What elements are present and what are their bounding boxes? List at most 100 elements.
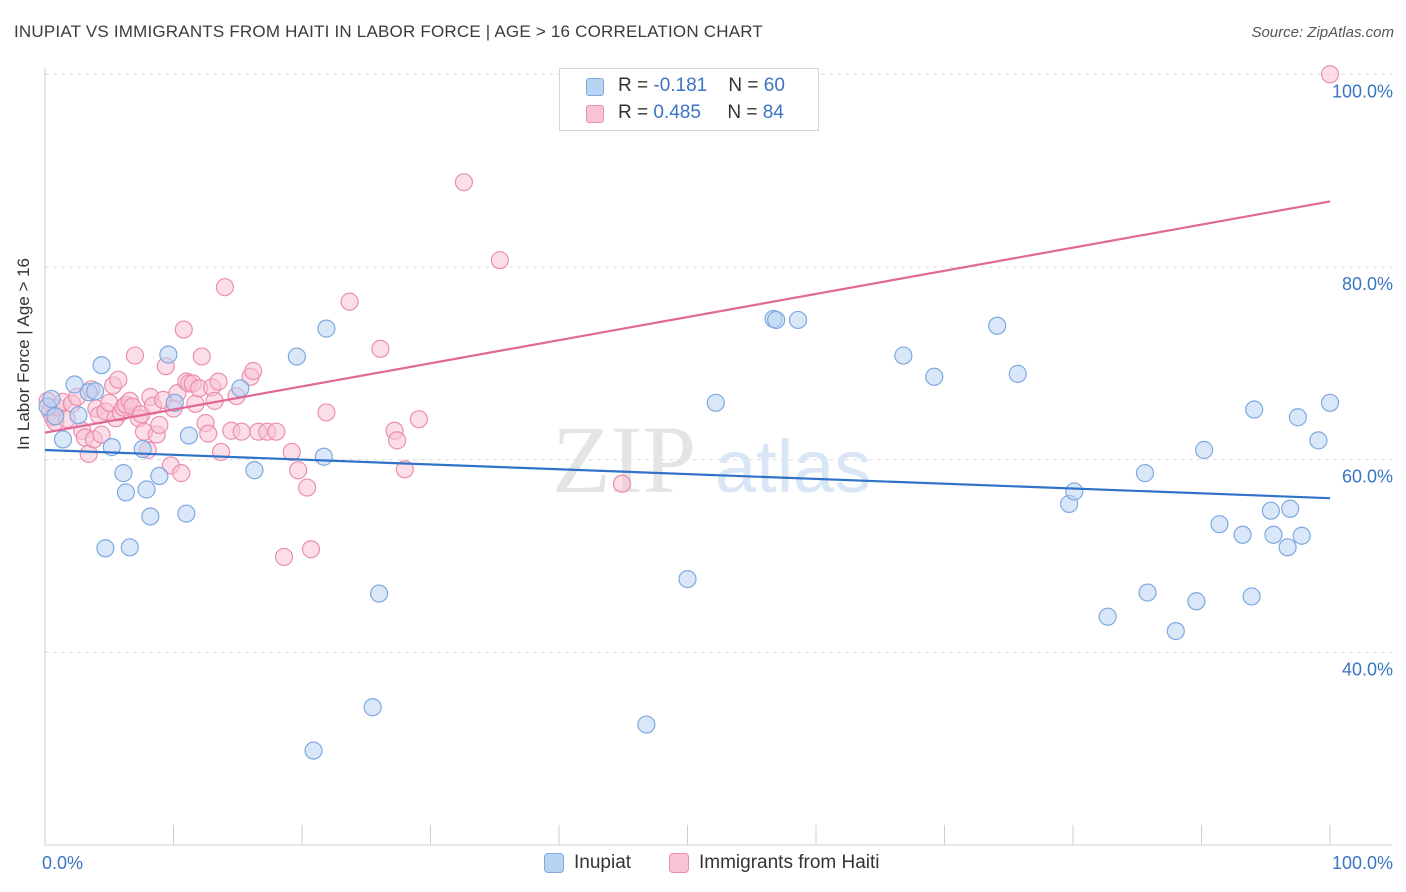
bottom-legend-label-inupiat: Inupiat bbox=[574, 852, 632, 873]
point-inupiat bbox=[1135, 464, 1155, 483]
point-inupiat bbox=[1008, 364, 1027, 383]
point-inupiat bbox=[370, 584, 389, 603]
y-tick-label: 60.0% bbox=[1342, 467, 1393, 487]
point-inupiat bbox=[177, 504, 196, 523]
point-inupiat bbox=[1264, 525, 1283, 544]
watermark-atlas: atlas bbox=[715, 425, 871, 508]
point-inupiat bbox=[1166, 622, 1185, 641]
point-inupiat bbox=[231, 379, 250, 398]
point-haiti bbox=[289, 461, 308, 480]
chart-source: Source: ZipAtlas.com bbox=[1251, 24, 1394, 41]
point-haiti bbox=[244, 361, 263, 381]
point-inupiat bbox=[706, 393, 725, 412]
point-haiti bbox=[150, 415, 169, 435]
point-inupiat bbox=[637, 715, 656, 734]
legend-r-label: R = bbox=[618, 75, 654, 96]
point-inupiat bbox=[65, 375, 84, 394]
point-haiti bbox=[301, 540, 321, 559]
point-inupiat bbox=[314, 447, 333, 466]
point-inupiat bbox=[53, 430, 73, 449]
point-inupiat bbox=[894, 346, 913, 365]
legend-n-value-inupiat: 60 bbox=[763, 75, 785, 96]
point-inupiat bbox=[1278, 538, 1297, 557]
point-haiti bbox=[317, 403, 336, 422]
tick-labels: 100.0% 80.0% 60.0% 40.0% 0.0% 100.0% bbox=[42, 81, 1393, 873]
point-inupiat bbox=[1233, 525, 1252, 544]
point-inupiat bbox=[96, 539, 115, 558]
point-inupiat bbox=[133, 439, 152, 459]
point-haiti bbox=[298, 478, 317, 497]
point-inupiat bbox=[988, 316, 1007, 335]
point-inupiat bbox=[1292, 526, 1311, 545]
point-inupiat bbox=[1194, 440, 1214, 460]
point-haiti bbox=[232, 422, 251, 441]
point-haiti bbox=[267, 422, 286, 441]
point-inupiat bbox=[1138, 583, 1157, 602]
point-haiti bbox=[274, 547, 294, 567]
legend-swatch-inupiat bbox=[586, 78, 604, 96]
y-tick-label: 40.0% bbox=[1342, 659, 1393, 679]
point-inupiat bbox=[678, 569, 697, 589]
point-inupiat bbox=[159, 345, 178, 364]
point-inupiat bbox=[69, 406, 88, 425]
x-tick-label: 0.0% bbox=[42, 853, 83, 873]
y-tick-label: 80.0% bbox=[1342, 274, 1393, 294]
bottom-legend-swatch-haiti bbox=[669, 853, 689, 873]
point-inupiat bbox=[287, 347, 306, 366]
point-inupiat bbox=[116, 483, 136, 502]
point-haiti bbox=[215, 278, 234, 297]
point-inupiat bbox=[46, 407, 65, 426]
point-inupiat bbox=[925, 367, 944, 386]
point-inupiat bbox=[1261, 501, 1280, 520]
watermark-zip: ZIP bbox=[552, 406, 696, 513]
x-tick-label: 100.0% bbox=[1332, 853, 1393, 873]
point-inupiat bbox=[788, 310, 808, 330]
legend-n-value-haiti: 84 bbox=[762, 102, 784, 123]
point-inupiat bbox=[86, 382, 105, 401]
point-inupiat bbox=[150, 466, 169, 486]
point-haiti bbox=[409, 410, 429, 429]
point-haiti bbox=[199, 424, 218, 443]
chart-title: INUPIAT VS IMMIGRANTS FROM HAITI IN LABO… bbox=[14, 22, 763, 41]
legend-r-label: R = bbox=[618, 102, 654, 123]
point-haiti bbox=[172, 464, 191, 483]
point-haiti bbox=[490, 251, 509, 270]
grid-lines bbox=[45, 73, 1392, 653]
point-haiti bbox=[174, 320, 193, 339]
point-inupiat bbox=[1098, 607, 1117, 626]
point-inupiat bbox=[1210, 515, 1229, 534]
point-inupiat bbox=[245, 461, 264, 480]
point-inupiat bbox=[92, 356, 111, 375]
point-haiti bbox=[454, 173, 474, 192]
legend-r-value-haiti: 0.485 bbox=[653, 102, 701, 123]
point-inupiat bbox=[363, 698, 382, 717]
point-haiti bbox=[109, 370, 128, 389]
bottom-legend-swatch-inupiat bbox=[544, 853, 564, 873]
point-inupiat bbox=[114, 464, 133, 483]
point-inupiat bbox=[1242, 587, 1261, 606]
point-haiti bbox=[282, 442, 301, 462]
y-tick-label: 100.0% bbox=[1332, 81, 1393, 101]
legend-r-value-inupiat: -0.181 bbox=[653, 75, 708, 96]
watermark: ZIP atlas bbox=[552, 406, 871, 513]
legend-swatch-haiti bbox=[586, 105, 604, 123]
point-haiti bbox=[1320, 65, 1340, 84]
axes bbox=[44, 68, 1392, 846]
point-haiti bbox=[387, 431, 407, 450]
point-haiti bbox=[371, 339, 390, 358]
point-haiti bbox=[192, 347, 211, 366]
legend-n-label: N = bbox=[727, 102, 763, 123]
point-inupiat bbox=[1288, 408, 1307, 427]
bottom-legend-label-haiti: Immigrants from Haiti bbox=[699, 852, 880, 873]
point-haiti bbox=[92, 425, 111, 444]
series-inupiat-points bbox=[38, 309, 1340, 760]
point-inupiat bbox=[137, 480, 156, 499]
point-inupiat bbox=[1065, 482, 1084, 501]
y-axis-label: In Labor Force | Age > 16 bbox=[14, 257, 33, 450]
point-inupiat bbox=[42, 389, 61, 409]
point-inupiat bbox=[165, 393, 184, 412]
point-haiti bbox=[340, 292, 359, 311]
trend-line-inupiat bbox=[44, 448, 1331, 500]
legend-n-label: N = bbox=[728, 75, 764, 96]
point-inupiat bbox=[1320, 393, 1340, 412]
